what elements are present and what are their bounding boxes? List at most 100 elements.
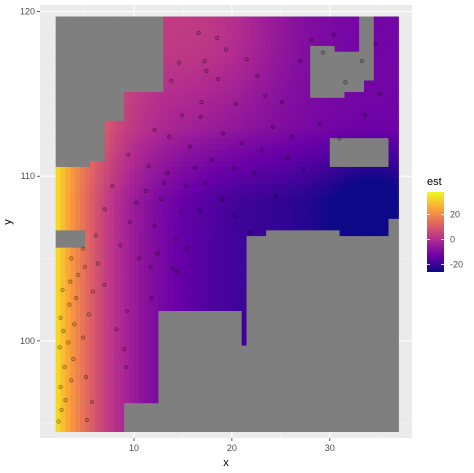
raster-cell — [222, 316, 228, 323]
raster-cell — [212, 206, 218, 214]
raster-cell — [133, 258, 140, 265]
raster-cell — [285, 189, 292, 196]
raster-cell — [251, 120, 257, 127]
raster-cell — [359, 97, 365, 104]
raster-cell — [212, 339, 218, 346]
raster-cell — [119, 102, 125, 110]
raster-cell — [65, 218, 71, 225]
raster-cell — [158, 247, 164, 254]
raster-cell — [119, 28, 125, 35]
raster-cell — [324, 97, 331, 104]
raster-cell — [241, 310, 248, 317]
raster-cell — [256, 333, 262, 340]
raster-cell — [217, 212, 223, 219]
raster-cell — [339, 275, 346, 283]
raster-cell — [94, 396, 101, 404]
raster-cell — [197, 270, 204, 277]
raster-cell — [212, 373, 218, 381]
raster-cell — [192, 247, 199, 254]
raster-cell — [319, 45, 326, 52]
raster-cell — [187, 62, 194, 69]
raster-cell — [266, 218, 272, 225]
raster-cell — [89, 45, 96, 52]
raster-cell — [231, 85, 238, 93]
raster-cell — [300, 310, 306, 317]
raster-cell — [315, 189, 321, 196]
raster-cell — [187, 200, 194, 208]
raster-cell — [85, 327, 91, 335]
raster-cell — [104, 149, 111, 156]
raster-cell — [55, 74, 62, 81]
raster-cell — [55, 304, 62, 311]
raster-cell — [285, 275, 292, 283]
raster-cell — [104, 275, 111, 283]
raster-cell — [310, 264, 316, 271]
raster-cell — [319, 33, 326, 41]
raster-cell — [280, 189, 287, 196]
raster-cell — [319, 28, 326, 35]
raster-cell — [359, 206, 365, 214]
raster-cell — [349, 321, 355, 329]
raster-cell — [70, 56, 76, 64]
raster-cell — [261, 212, 267, 219]
raster-cell — [163, 333, 169, 340]
raster-cell — [70, 223, 76, 231]
raster-cell — [143, 264, 150, 271]
raster-cell — [212, 177, 218, 185]
raster-cell — [378, 321, 385, 329]
raster-cell — [388, 195, 394, 202]
raster-cell — [163, 120, 169, 127]
raster-cell — [163, 316, 169, 323]
raster-cell — [359, 149, 365, 156]
raster-cell — [153, 281, 160, 288]
raster-cell — [319, 62, 326, 69]
raster-cell — [334, 316, 341, 323]
raster-cell — [378, 241, 385, 248]
raster-cell — [80, 149, 86, 156]
raster-cell — [368, 137, 375, 144]
raster-cell — [285, 62, 292, 69]
raster-cell — [119, 62, 125, 69]
raster-cell — [315, 281, 321, 288]
raster-cell — [319, 154, 326, 162]
raster-cell — [65, 108, 71, 116]
raster-cell — [349, 206, 355, 214]
raster-cell — [80, 33, 86, 41]
raster-cell — [89, 62, 96, 69]
raster-cell — [275, 327, 282, 335]
raster-cell — [60, 327, 67, 335]
raster-cell — [143, 425, 150, 433]
raster-cell — [148, 414, 155, 421]
raster-cell — [99, 391, 106, 398]
raster-cell — [124, 379, 130, 386]
raster-cell — [202, 33, 208, 41]
raster-cell — [124, 189, 130, 196]
raster-cell — [197, 264, 204, 271]
raster-cell — [202, 414, 208, 421]
raster-cell — [114, 241, 120, 248]
raster-cell — [236, 229, 243, 237]
raster-cell — [222, 97, 228, 104]
raster-cell — [75, 425, 81, 433]
raster-cell — [143, 327, 150, 335]
raster-cell — [138, 137, 145, 144]
raster-cell — [373, 79, 380, 87]
raster-cell — [339, 391, 346, 398]
raster-cell — [212, 33, 218, 41]
raster-cell — [319, 218, 326, 225]
raster-cell — [119, 247, 125, 254]
raster-cell — [153, 373, 160, 381]
raster-cell — [368, 385, 375, 392]
raster-cell — [173, 137, 179, 144]
raster-cell — [364, 362, 370, 369]
raster-cell — [344, 287, 350, 294]
raster-cell — [295, 149, 301, 156]
raster-cell — [222, 425, 228, 433]
raster-cell — [163, 102, 169, 110]
raster-cell — [133, 189, 140, 196]
raster-cell — [55, 391, 62, 398]
raster-cell — [60, 68, 67, 75]
raster-cell — [285, 293, 292, 300]
raster-cell — [119, 172, 125, 179]
raster-cell — [99, 131, 106, 139]
